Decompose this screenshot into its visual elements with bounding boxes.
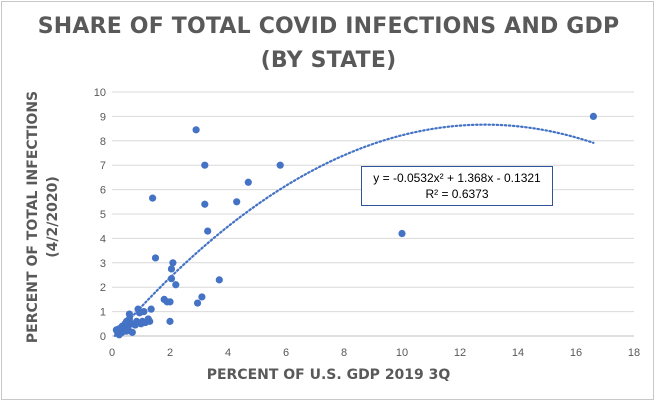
y-tick-label: 2	[100, 282, 106, 294]
trendline-r-squared: R² = 0.6373	[425, 187, 489, 201]
x-tick-label: 0	[109, 347, 115, 359]
data-point	[192, 126, 200, 134]
x-tick-labels: 0 2 4 6 8 10 12 14 16 18	[109, 347, 640, 359]
x-tick-label: 6	[283, 347, 289, 359]
y-tick-labels: 0 1 2 3 4 5 6 7 8 9 10	[94, 87, 106, 343]
chart-title: SHARE OF TOTAL COVID INFECTIONS AND GDP …	[0, 10, 657, 78]
data-point	[149, 194, 157, 202]
data-point	[233, 198, 241, 206]
x-tick-label: 12	[454, 347, 466, 359]
x-tick-label: 16	[570, 347, 582, 359]
y-tick-label: 0	[100, 331, 106, 343]
data-point	[141, 318, 149, 327]
data-point	[193, 299, 202, 307]
trendline-equation-box: y = -0.0532x² + 1.368x - 0.1321 R² = 0.6…	[361, 166, 553, 206]
y-tick-label: 1	[100, 307, 106, 319]
data-point	[125, 315, 133, 323]
data-point	[133, 317, 141, 325]
x-tick-label: 4	[225, 347, 231, 359]
x-tick-label: 18	[628, 347, 640, 359]
data-point	[201, 161, 209, 169]
data-point	[201, 200, 209, 208]
x-tick-label: 8	[341, 347, 347, 359]
data-point	[215, 276, 223, 284]
data-point	[128, 328, 136, 336]
data-point	[163, 298, 171, 306]
x-axis-label: PERCENT OF U.S. GDP 2019 3Q	[206, 367, 451, 383]
y-tick-label: 3	[100, 258, 106, 270]
y-tick-label: 6	[100, 185, 106, 197]
y-tick-label: 9	[100, 111, 106, 123]
data-point	[167, 265, 176, 273]
data-point	[204, 227, 212, 235]
data-point	[167, 275, 176, 283]
trendline-equation: y = -0.0532x² + 1.368x - 0.1321	[373, 171, 541, 185]
data-point	[115, 331, 123, 339]
trendline	[113, 123, 595, 337]
data-point	[589, 112, 598, 120]
y-tick-label: 7	[100, 160, 106, 172]
x-tick-label: 10	[396, 347, 408, 359]
data-point	[151, 254, 160, 262]
data-point	[276, 161, 284, 169]
data-point	[172, 281, 180, 289]
chart-title-line-2: (BY STATE)	[260, 48, 397, 73]
data-point	[169, 259, 177, 267]
data-point	[398, 229, 406, 238]
data-point	[134, 305, 142, 313]
y-tick-label: 10	[94, 87, 106, 99]
data-points	[112, 112, 598, 339]
x-tick-label: 14	[512, 347, 524, 359]
data-point	[198, 293, 206, 301]
data-point	[166, 317, 174, 325]
y-tick-label: 8	[100, 136, 106, 148]
y-tick-label: 4	[100, 233, 106, 245]
data-point	[244, 178, 252, 186]
data-point	[147, 305, 155, 313]
x-tick-label: 2	[167, 347, 173, 359]
y-tick-label: 5	[100, 209, 106, 221]
chart-title-line-1: SHARE OF TOTAL COVID INFECTIONS AND GDP	[37, 14, 620, 39]
